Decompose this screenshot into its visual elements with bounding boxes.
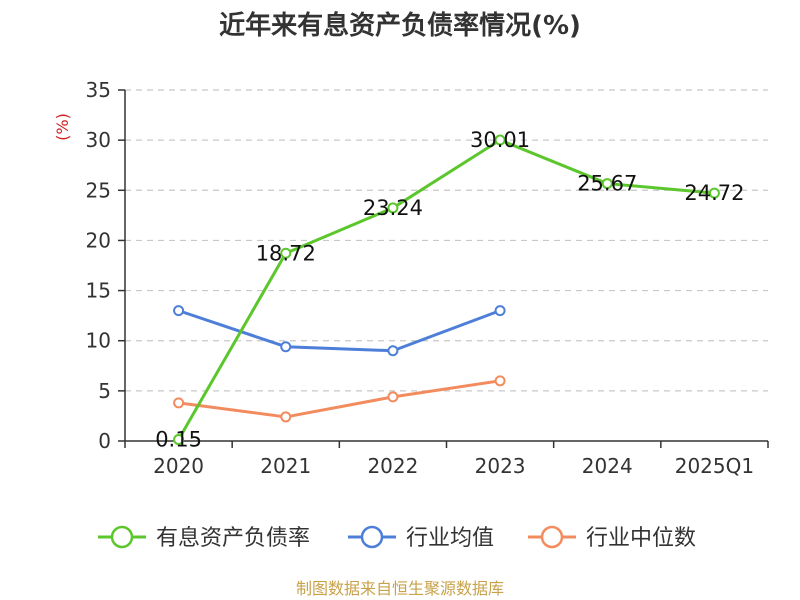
data-label: 24.72 bbox=[684, 181, 744, 205]
legend: 有息资产负债率 行业均值 行业中位数 bbox=[98, 525, 696, 551]
y-tick-label: 10 bbox=[86, 329, 111, 353]
chart-title: 近年来有息资产负债率情况(%) bbox=[219, 10, 581, 41]
y-tick-label: 30 bbox=[86, 128, 111, 152]
legend-swatch-marker bbox=[540, 525, 564, 549]
data-point bbox=[708, 187, 720, 199]
data-point bbox=[601, 178, 613, 190]
series-line bbox=[177, 138, 715, 441]
x-tick-label: 2025Q1 bbox=[675, 454, 754, 478]
y-tick-label: 20 bbox=[86, 228, 111, 252]
data-point bbox=[494, 305, 506, 317]
x-tick-label: 2020 bbox=[153, 454, 204, 478]
series-layer bbox=[173, 134, 720, 445]
legend-label: 有息资产负债率 bbox=[156, 526, 310, 551]
data-point bbox=[387, 345, 399, 357]
legend-swatch-marker bbox=[360, 525, 384, 549]
y-axis-label: (%) bbox=[53, 113, 72, 141]
data-point bbox=[173, 397, 185, 409]
source-note: 制图数据来自恒生聚源数据库 bbox=[296, 579, 504, 598]
y-tick-label: 5 bbox=[98, 379, 111, 403]
x-tick-label: 2023 bbox=[475, 454, 526, 478]
data-label: 25.67 bbox=[577, 172, 637, 196]
data-point bbox=[387, 391, 399, 403]
data-point bbox=[280, 411, 292, 423]
data-label: 30.01 bbox=[470, 128, 530, 152]
legend-label: 行业中位数 bbox=[586, 526, 696, 551]
series-line bbox=[178, 379, 501, 419]
legend-swatch-marker bbox=[110, 525, 134, 549]
data-point bbox=[494, 134, 506, 146]
x-tick-label: 2021 bbox=[260, 454, 311, 478]
data-point bbox=[173, 305, 185, 317]
y-tick-label: 0 bbox=[98, 429, 111, 453]
y-tick-label: 35 bbox=[86, 78, 111, 102]
data-point bbox=[173, 433, 185, 445]
x-tick-label: 2022 bbox=[367, 454, 418, 478]
y-tick-label: 25 bbox=[86, 178, 111, 202]
x-tick-label: 2024 bbox=[582, 454, 633, 478]
grid-lines bbox=[125, 89, 768, 392]
legend-label: 行业均值 bbox=[406, 526, 494, 551]
y-tick-label: 15 bbox=[86, 279, 111, 303]
data-label: 23.24 bbox=[363, 196, 423, 220]
series-line bbox=[178, 309, 501, 353]
data-label: 18.72 bbox=[256, 241, 316, 265]
data-label: 0.15 bbox=[155, 427, 202, 451]
data-point bbox=[387, 202, 399, 214]
data-labels: 0.15 18.72 23.24 30.01 25.67 24.72 bbox=[155, 128, 744, 451]
data-point bbox=[280, 341, 292, 353]
data-point bbox=[280, 247, 292, 259]
data-point bbox=[494, 375, 506, 387]
axes: 0 5 10 15 20 25 30 35 2020 2021 2022 2023 2024 2025Q1 bbox=[86, 78, 769, 478]
